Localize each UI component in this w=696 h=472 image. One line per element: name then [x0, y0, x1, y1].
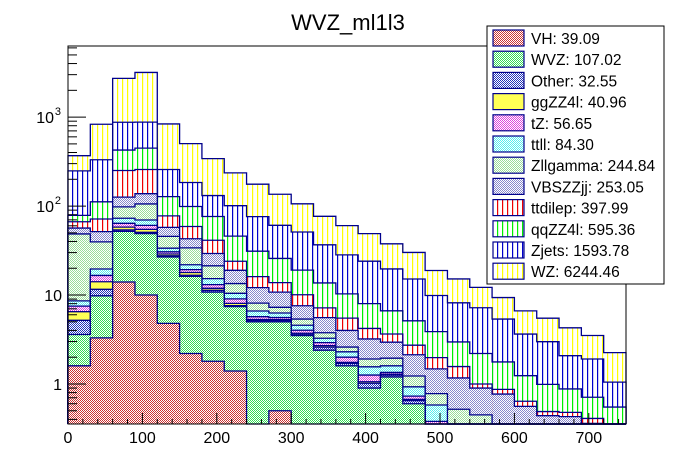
legend-label-ggZZ4l: ggZZ4l: 40.96: [531, 95, 627, 112]
bar-VH-bin-4: [157, 323, 180, 424]
bar-WVZ-bin-12: [335, 365, 359, 424]
bar-Zllgamma-bin-17: [447, 409, 470, 424]
bar-WVZ-bin-14: [380, 376, 403, 424]
legend-swatch-ttll: [492, 135, 525, 153]
bar-WVZ-bin-10: [291, 335, 314, 424]
legend-swatch-WVZ: [492, 50, 525, 68]
bar-VH-bin-3: [134, 295, 158, 424]
x-tick-label: 700: [575, 430, 602, 447]
legend-label-Other: Other: 32.55: [531, 73, 617, 90]
bar-VH-bin-7: [224, 370, 247, 424]
bar-WVZ-bin-9: [268, 321, 292, 424]
legend-swatch-qqZZ4l: [492, 220, 525, 238]
y-tick-exponent: 2: [55, 195, 61, 207]
legend-swatch-VH: [492, 29, 525, 47]
histogram-bars: [67, 71, 627, 425]
bar-tZ-bin-16: [425, 421, 448, 424]
outline-Zjets: [67, 121, 627, 424]
bar-VH-bin-5: [179, 353, 202, 424]
bar-ttdilep-bin-23: [581, 418, 604, 424]
x-tick-label: 400: [352, 430, 379, 447]
legend-label-VH: VH: 39.09: [531, 31, 600, 48]
legend-label-ttdilep: ttdilep: 397.99: [531, 201, 628, 218]
bar-VH-bin-6: [201, 361, 225, 424]
y-tick-label: 10: [36, 199, 54, 216]
y-tick-label: 1: [53, 377, 62, 394]
bar-VBSZZjj-bin-19: [492, 394, 515, 424]
x-tick-label: 300: [278, 430, 305, 447]
legend-label-tZ: tZ: 56.65: [531, 116, 592, 133]
legend-swatch-tZ: [492, 114, 525, 132]
bar-VBSZZjj-bin-22: [559, 416, 582, 424]
legend-label-qqZZ4l: qqZZ4l: 595.36: [531, 222, 635, 239]
legend-box: [486, 25, 665, 285]
legend-swatch-Other: [492, 71, 525, 90]
legend-swatch-VBSZZjj: [492, 177, 525, 195]
legend-label-WZ: WZ: 6244.46: [531, 264, 620, 281]
bar-VH-bin-1: [90, 337, 113, 424]
legend: VH: 39.09 WVZ: 107.02 Other: 32.55 ggZZ4l: …: [486, 25, 665, 285]
legend-label-WVZ: WVZ: 107.02: [531, 52, 621, 69]
outline-WZ: [67, 71, 627, 424]
legend-swatch-WZ: [492, 262, 525, 280]
legend-swatch-Zjets: [492, 241, 525, 259]
x-tick-label: 200: [203, 430, 230, 447]
bar-VH-bin-9: [268, 410, 292, 424]
bar-VH-bin-0: [68, 365, 91, 424]
x-tick-label: 600: [501, 430, 528, 447]
legend-label-VBSZZjj: VBSZZjj: 253.05: [531, 179, 644, 196]
legend-label-Zllgamma: Zllgamma: 244.84: [531, 158, 655, 175]
y-tick-exponent: 3: [55, 106, 61, 118]
y-tick-label: 10: [36, 110, 54, 127]
chart-title: WVZ_ml1l3: [291, 10, 405, 35]
y-tick-label: 10: [44, 288, 62, 305]
bar-VH-bin-2: [112, 282, 135, 424]
x-tick-label: 100: [129, 430, 156, 447]
bar-WVZ-bin-15: [402, 403, 426, 424]
legend-label-ttll: ttll: 84.30: [531, 137, 594, 154]
bar-VBSZZjj-bin-21: [536, 415, 560, 424]
legend-swatch-ttdilep: [492, 199, 525, 217]
bar-Zllgamma-bin-18: [469, 414, 493, 424]
x-tick-label: 0: [64, 430, 73, 447]
bar-WVZ-bin-13: [358, 388, 381, 424]
x-tick-label: 500: [427, 430, 454, 447]
bar-qqZZ4l-bin-23: [581, 397, 604, 424]
bar-VBSZZjj-bin-20: [514, 406, 537, 424]
bar-ttll-bin-16: [425, 405, 448, 424]
bar-WVZ-bin-8: [246, 321, 269, 424]
bar-qqZZ4l-bin-24: [603, 407, 626, 424]
bar-WVZ-bin-11: [313, 350, 336, 424]
legend-label-Zjets: Zjets: 1593.78: [531, 243, 629, 260]
legend-swatch-ggZZ4l: [492, 92, 525, 111]
legend-swatch-Zllgamma: [492, 156, 525, 174]
